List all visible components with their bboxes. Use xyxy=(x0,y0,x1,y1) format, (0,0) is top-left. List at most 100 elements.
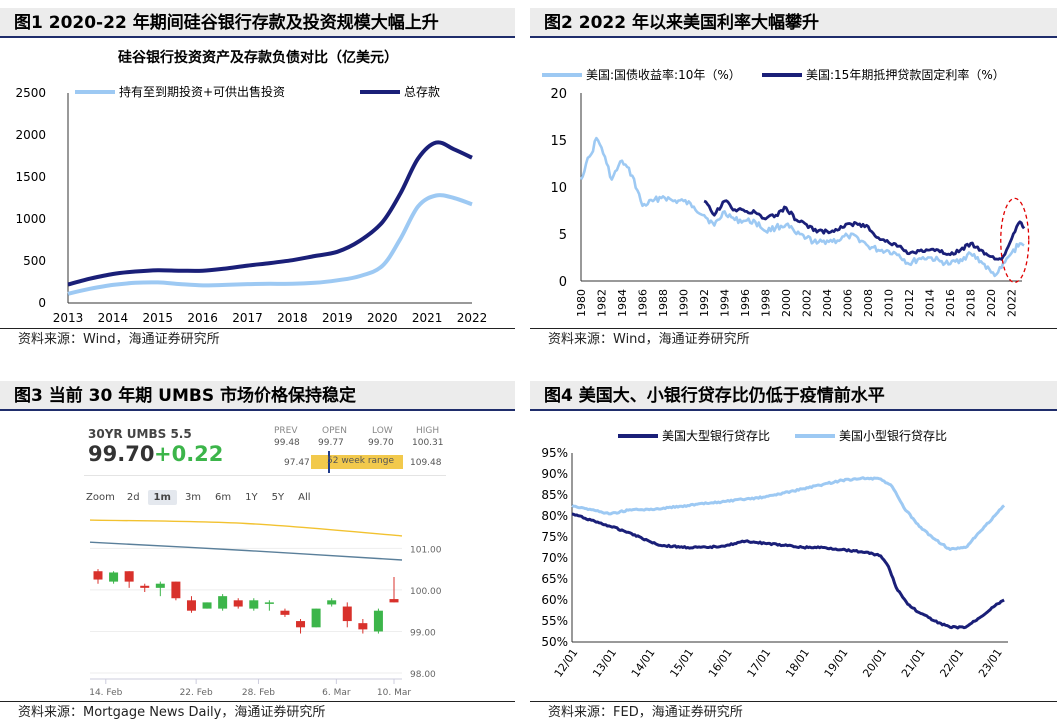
fig4-x-tick-label: 23/01 xyxy=(976,646,1005,679)
fig1-x-tick-label: 2016 xyxy=(187,311,218,325)
fig4-x-tick-label: 12/01 xyxy=(552,646,581,679)
zoom-option-All[interactable]: All xyxy=(298,491,311,503)
fig2-y-tick-label: 15 xyxy=(550,134,567,149)
fig2-x-tick-label: 1996 xyxy=(739,289,752,317)
fig3-moving-average-1 xyxy=(89,519,403,537)
fig4-legend-label: 美国小型银行贷存比 xyxy=(839,429,947,443)
umbs-high-label: HIGH xyxy=(416,426,440,436)
fig4-y-tick-label: 85% xyxy=(541,488,568,502)
fig3-candle-body xyxy=(124,571,134,582)
fig3-source: 资料来源：Mortgage News Daily，海通证券研究所 xyxy=(0,701,515,723)
fig4-y-tick-label: 75% xyxy=(541,530,568,544)
fig1-x-tick-label: 2022 xyxy=(457,311,488,325)
fig2-panel: 图2 2022 年以来美国利率大幅攀升 0 5 10 15 20 1980 1982 1984… xyxy=(530,8,1057,353)
fig4-x-tick-label: 18/01 xyxy=(783,646,812,679)
fig4-x-tick-label: 15/01 xyxy=(667,646,696,679)
fig4-x-tick-label: 22/01 xyxy=(937,646,966,679)
zoom-option-6m[interactable]: 6m xyxy=(215,491,232,503)
fig2-x-tick-label: 1992 xyxy=(698,289,711,317)
fig3-y-tick-label: 99.00 xyxy=(410,628,436,638)
umbs-range-label: 52 week range xyxy=(327,456,394,466)
fig2-y-tick-label: 0 xyxy=(559,275,567,290)
fig2-highlight-ellipse xyxy=(1000,197,1030,284)
fig2-x-tick-label: 2002 xyxy=(801,289,814,317)
fig4-x-tick-label: 16/01 xyxy=(706,646,735,679)
fig4-panel: 图4 美国大、小银行贷存比仍低于疫情前水平 50% 55% 60% 65% 70% 75%… xyxy=(530,381,1057,727)
fig2-y-tick-label: 20 xyxy=(550,87,567,102)
fig1-series-line xyxy=(67,140,473,287)
zoom-option-1m[interactable]: 1m xyxy=(147,489,177,505)
fig4-heading: 图4 美国大、小银行贷存比仍低于疫情前水平 xyxy=(530,381,1057,411)
fig4-y-tick-label: 65% xyxy=(541,572,568,586)
zoom-option-1Y[interactable]: 1Y xyxy=(245,491,258,503)
fig2-chart: 0 5 10 15 20 1980 1982 1984 1986 1988 1990 1992 1994… xyxy=(542,67,1030,317)
fig4-y-tick-label: 90% xyxy=(541,467,568,481)
fig2-x-tick-label: 2022 xyxy=(1006,289,1019,317)
fig3-x-tick-label: 6. Mar xyxy=(322,688,351,698)
fig2-x-tick-label: 2010 xyxy=(883,289,896,317)
fig2-x-tick-label: 1988 xyxy=(657,289,670,317)
fig2-x-tick-label: 2004 xyxy=(821,289,834,317)
fig3-candle-body xyxy=(218,596,228,609)
fig4-y-tick-label: 60% xyxy=(541,593,568,607)
fig3-candle-body xyxy=(171,581,181,599)
fig1-x-tick-label: 2013 xyxy=(53,311,84,325)
fig3-candle-body xyxy=(233,600,243,607)
fig3-chart: 101.00 100.00 99.00 98.00 14. Feb 22. Feb 28. … xyxy=(89,519,442,698)
fig4-x-tick-label: 19/01 xyxy=(822,646,851,679)
fig2-legend-label: 美国:15年期抵押贷款固定利率（%） xyxy=(806,67,1005,82)
fig2-x-tick-label: 1984 xyxy=(616,289,629,317)
umbs-range-marker xyxy=(328,451,331,473)
fig2-x-tick-label: 2012 xyxy=(903,289,916,317)
fig1-chart-title: 硅谷银行投资资产及存款负债对比（亿美元） xyxy=(118,49,398,66)
umbs-low-value: 99.70 xyxy=(368,438,394,448)
fig3-candle-body xyxy=(280,610,290,615)
fig3-candle-body xyxy=(93,571,103,580)
fig2-x-tick-label: 1980 xyxy=(575,289,588,317)
fig1-series-line xyxy=(67,193,473,296)
fig2-y-tick-label: 10 xyxy=(550,181,567,196)
fig1-x-tick-label: 2015 xyxy=(143,311,174,325)
fig2-x-tick-label: 2000 xyxy=(780,289,793,317)
fig2-y-tick-label: 5 xyxy=(559,228,567,243)
fig1-y-tick-label: 0 xyxy=(38,296,46,310)
fig1-legend-label: 持有至到期投资+可供出售投资 xyxy=(119,84,285,99)
fig2-x-tick-label: 2016 xyxy=(944,289,957,317)
fig3-candle-body xyxy=(109,572,119,582)
fig2-x-tick-label: 1994 xyxy=(719,289,732,317)
fig2-x-tick-label: 1982 xyxy=(596,289,609,317)
fig2-x-tick-label: 2018 xyxy=(965,289,978,317)
fig4-y-tick-label: 95% xyxy=(541,446,568,460)
fig1-x-tick-label: 2019 xyxy=(322,311,353,325)
fig3-candle-body xyxy=(186,600,196,611)
fig1-y-tick-label: 2000 xyxy=(15,128,46,142)
fig1-y-tick-label: 2500 xyxy=(15,86,46,100)
fig3-heading: 图3 当前 30 年期 UMBS 市场价格保持稳定 xyxy=(0,381,515,411)
fig1-y-tick-label: 1000 xyxy=(15,212,46,226)
umbs-quote-bar: 30YR UMBS 5.5 99.70 +0.22 PREV 99.48 OPE… xyxy=(84,423,446,476)
fig4-chart: 50% 55% 60% 65% 70% 75% 80% 85% 90% 95% 12/01 13/01… xyxy=(541,429,1008,680)
fig3-candle-body xyxy=(327,600,337,605)
fig3-candle-body xyxy=(373,610,383,632)
fig4-series-line xyxy=(571,512,1005,630)
fig3-y-tick-label: 101.00 xyxy=(410,545,442,555)
umbs-low-label: LOW xyxy=(372,426,393,436)
fig1-y-tick-label: 500 xyxy=(23,254,46,268)
fig1-heading: 图1 2020-22 年期间硅谷银行存款及投资规模大幅上升 xyxy=(0,8,515,38)
fig4-x-tick-label: 14/01 xyxy=(629,646,658,679)
fig4-y-tick-label: 50% xyxy=(541,635,568,649)
fig2-x-tick-label: 1986 xyxy=(637,289,650,317)
fig4-series-line xyxy=(571,476,1006,552)
zoom-option-2d[interactable]: 2d xyxy=(126,491,140,503)
fig4-x-tick-label: 20/01 xyxy=(860,646,889,679)
fig4-source: 资料来源：FED，海通证券研究所 xyxy=(530,701,1057,723)
fig3-panel: 图3 当前 30 年期 UMBS 市场价格保持稳定 30YR UMBS 5.5 … xyxy=(0,381,515,727)
zoom-option-3m[interactable]: 3m xyxy=(184,491,202,503)
umbs-open-value: 99.77 xyxy=(318,438,344,448)
fig2-x-tick-label: 1998 xyxy=(760,289,773,317)
fig2-x-tick-label: 2014 xyxy=(924,289,937,317)
fig1-source: 资料来源：Wind，海通证券研究所 xyxy=(0,328,515,350)
fig2-x-tick-label: 2006 xyxy=(842,289,855,317)
zoom-option-5Y[interactable]: 5Y xyxy=(271,491,285,503)
umbs-range-bar: 52 week range xyxy=(311,451,403,473)
